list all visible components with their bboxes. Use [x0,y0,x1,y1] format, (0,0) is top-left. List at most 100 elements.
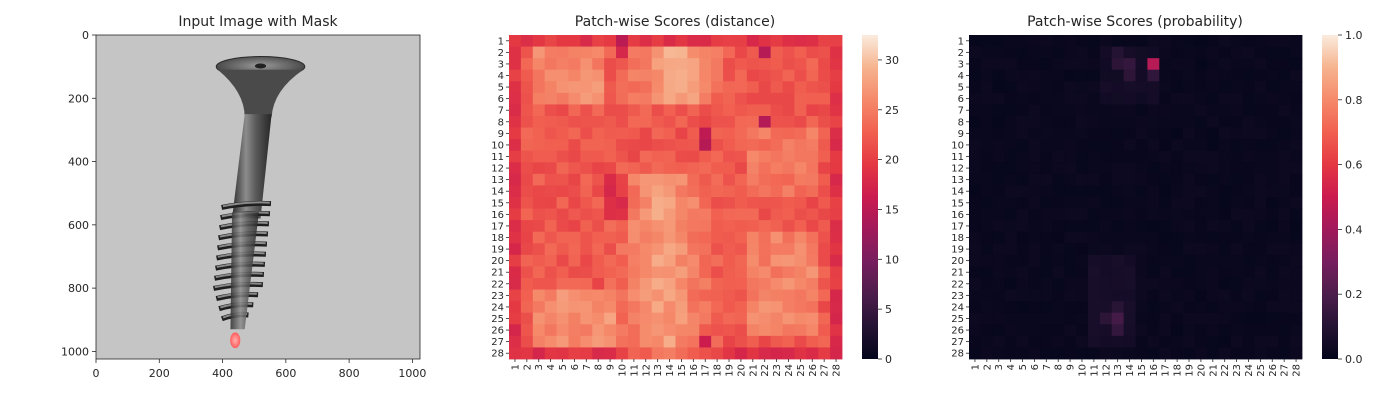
heatmap-cell [1266,127,1279,140]
heatmap-cell [1194,127,1208,140]
heatmap-cell [1290,197,1303,209]
screw-drawing [213,56,306,349]
heatmap-cell [1290,150,1303,163]
heatmap-cell [1040,46,1053,59]
heatmap-cell [1028,231,1041,244]
heatmap-cell [556,162,569,175]
heatmap-cell [509,127,522,140]
heatmap-cell [509,150,522,163]
heatmap-cell [1278,58,1291,71]
heatmap-cell [1099,347,1113,360]
heatmap-cell [770,301,783,314]
heatmap-cell [544,162,557,175]
heatmap-cell [1171,81,1184,94]
heatmap-cell [1099,139,1113,152]
heatmap-cell [663,197,676,209]
heatmap-cell [1052,35,1065,47]
heatmap-cell [1159,278,1172,290]
heatmap-cell [627,69,641,82]
heatmap-cell [1171,139,1184,152]
heatmap-cell [723,92,736,105]
heatmap-cell [1266,347,1279,360]
heatmap-cell [1087,46,1101,59]
heatmap-cell [627,243,641,256]
heatmap-cell [509,139,522,152]
heatmap-cell [1004,127,1017,140]
heatmap-cell [1004,324,1017,337]
heatmap-cell [1218,335,1232,348]
heatmap-cell [746,127,760,140]
heatmap-cell [532,185,546,198]
heatmap-cell [1111,104,1124,117]
heatmap-cell [616,116,629,128]
colorbar-gradient [862,35,878,359]
heatmap-cell [1218,301,1232,314]
heatmap-cell [687,46,700,59]
heatmap-cell [639,278,653,290]
heatmap-cell [699,116,712,128]
heatmap-cell [592,197,605,209]
y-tick-label: 600 [68,219,89,232]
heatmap-cell [1254,231,1267,244]
row-label: 9 [958,129,964,140]
heatmap-cell [746,312,760,325]
heatmap-cell [1194,243,1208,256]
heatmap-cell [1159,150,1172,163]
heatmap-cell [520,92,534,105]
heatmap-cell [1016,162,1029,175]
heatmap-cell [1218,150,1232,163]
heatmap-cell [1171,35,1184,47]
heatmap-cell [1016,81,1029,94]
heatmap-cell [1218,35,1232,47]
screw-head-taper [217,69,304,118]
heatmap-cell [675,312,688,325]
heatmap-cell [980,208,994,221]
heatmap-cell [758,104,772,117]
heatmap-cell [616,150,629,163]
heatmap-cell [604,35,617,47]
heatmap-cell [1123,231,1136,244]
heatmap-cell [627,197,641,209]
heatmap-cell [1183,104,1196,117]
heatmap-cell [1266,312,1279,325]
heatmap-cell [1016,254,1029,267]
heatmap-cell [1278,243,1291,256]
row-label: 22 [491,279,504,290]
heatmap-cell [1171,116,1184,128]
heatmap-cell [818,266,831,279]
heatmap-cell [675,58,688,71]
heatmap-cell [723,324,736,337]
row-label: 23 [951,291,964,302]
heatmap-cell [1194,335,1208,348]
heatmap-cell [1218,116,1232,128]
heatmap-cell [1171,58,1184,71]
heatmap-cell [532,81,546,94]
x-tick-label: 600 [275,367,296,380]
heatmap-cell [580,162,593,175]
heatmap-cell [1147,162,1160,175]
heatmap-cell [544,231,557,244]
heatmap-cell [639,197,653,209]
heatmap-cell [1123,347,1136,360]
heatmap-cell [758,116,772,128]
heatmap-cell [1218,173,1232,186]
heatmap-cell [544,324,557,337]
heatmap-cell [651,301,664,314]
y-tick-label: 400 [68,156,89,169]
heatmap-cell [1028,81,1041,94]
col-label: 25 [1256,364,1267,377]
heatmap-cell [1123,104,1136,117]
heatmap-cell [711,289,724,302]
heatmap-cell [616,347,629,360]
heatmap-cell [1206,220,1220,233]
heatmap-cell [992,197,1006,209]
heatmap-cell [544,278,557,290]
heatmap-cell [1183,139,1196,152]
heatmap-cell [794,81,807,94]
heatmap-cell [616,58,629,71]
heatmap-cell [711,220,724,233]
heatmap-cell [1230,46,1243,59]
heatmap-cell [782,116,795,128]
x-tick-label: 200 [149,367,170,380]
heatmap-cell [830,162,843,175]
